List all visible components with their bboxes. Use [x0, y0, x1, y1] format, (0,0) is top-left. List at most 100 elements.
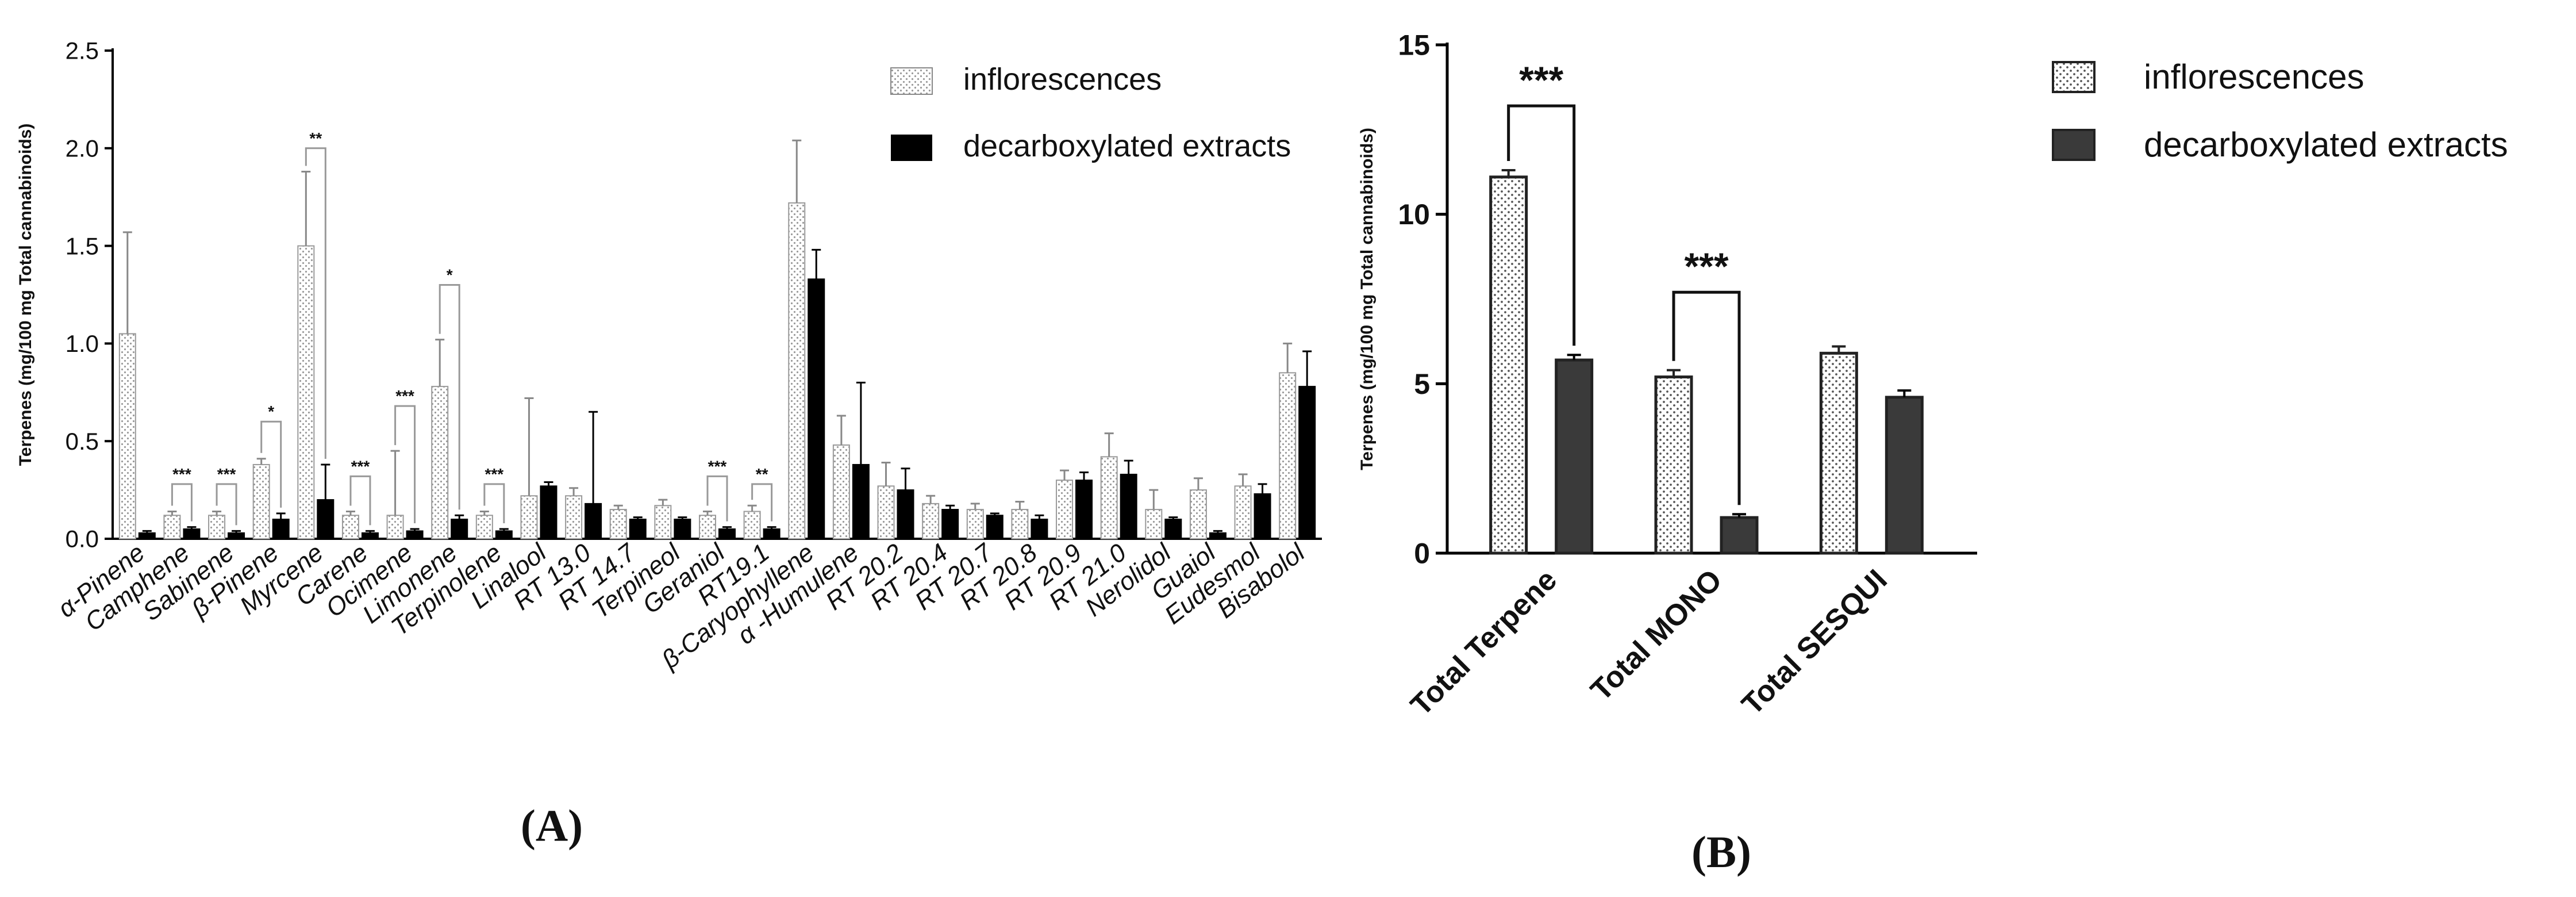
significance-stars: **: [756, 465, 768, 483]
bar-inflorescences-sabinene: [208, 515, 226, 539]
significance-bracket: [751, 483, 773, 522]
legend-a-swatch-decarboxylated: [891, 135, 932, 161]
bar-inflorescences-myrcene: [297, 245, 315, 539]
legend-a-label-decarboxylated: decarboxylated extracts: [963, 129, 1291, 163]
bar-decarboxylated-extracts-rt-20-2: [897, 489, 914, 539]
bar-decarboxylated-extracts-caryophyllene: [808, 278, 825, 539]
bar-inflorescences-carene: [341, 515, 359, 539]
significance-bracket: [171, 483, 193, 522]
bar-inflorescences-rt-14-7: [609, 509, 627, 539]
bar-inflorescences-linalool: [520, 495, 538, 540]
bar-decarboxylated-extracts-total-terpene: [1555, 358, 1594, 555]
legend-b-label-inflorescences: inflorescences: [2144, 57, 2364, 96]
significance-bracket: [305, 147, 326, 459]
bar-inflorescences-rt-21-0: [1100, 456, 1118, 539]
bar-inflorescences-rt-20-4: [922, 503, 940, 540]
significance-stars: ***: [1684, 245, 1728, 288]
significance-stars: ***: [395, 387, 414, 405]
y-tick-label: 0.5: [66, 428, 99, 455]
y-axis-label: Terpenes (mg/100 mg Total cannabinoids): [1358, 128, 1377, 470]
bar-decarboxylated-extracts-camphene: [183, 528, 201, 540]
bar-inflorescences-terpineol: [654, 505, 672, 540]
bar-inflorescences-nerolidol: [1145, 509, 1163, 539]
significance-stars: ***: [1519, 59, 1563, 101]
bar-decarboxylated-extracts-rt-21-0: [1120, 473, 1137, 540]
legend-b-swatch-inflorescences: [2052, 61, 2096, 93]
significance-stars: ***: [172, 465, 191, 483]
bar-decarboxylated-extracts-limonene: [451, 519, 468, 539]
bar-inflorescences-rt-20-8: [1011, 509, 1029, 539]
x-tick-label-total-mono: Total MONO: [1585, 563, 1729, 707]
bar-decarboxylated-extracts-bisabolol: [1298, 386, 1316, 539]
bar-inflorescences-eudesmol: [1234, 485, 1252, 539]
significance-bracket: [1507, 104, 1576, 346]
bar-decarboxylated-extracts-total-mono: [1720, 516, 1759, 555]
bar-decarboxylated-extracts-rt-14-7: [629, 519, 647, 539]
significance-bracket: [439, 284, 460, 510]
bar-inflorescences-bisabolol: [1279, 372, 1297, 540]
bar-inflorescences-rt-20-9: [1056, 480, 1074, 539]
bar-inflorescences-terpinolene: [475, 515, 493, 539]
bar-decarboxylated-extracts-guaiol: [1209, 532, 1227, 540]
panel-a-legend: inflorescences decarboxylated extracts: [890, 62, 1291, 163]
panel-a-label: (A): [521, 800, 583, 850]
significance-stars: *: [268, 402, 274, 420]
bar-decarboxylated-extracts-linalool: [540, 485, 558, 539]
bar-inflorescences-caryophyllene: [788, 202, 806, 539]
bar-decarboxylated-extracts-rt-20-7: [986, 515, 1004, 539]
bar-decarboxylated-extracts-terpineol: [674, 519, 691, 539]
x-tick-label-total-terpene: Total Terpene: [1405, 563, 1564, 722]
significance-stars: ***: [351, 457, 370, 475]
significance-bracket: [216, 483, 237, 526]
bar-inflorescences-limonene: [431, 386, 449, 539]
significance-bracket: [706, 475, 728, 522]
bar-inflorescences-rt-20-7: [966, 509, 984, 539]
bar-inflorescences-total-sesqui: [1819, 351, 1858, 555]
bar-inflorescences-geraniol: [699, 515, 716, 539]
significance-bracket: [349, 475, 371, 526]
bar-inflorescences-pinene: [118, 333, 136, 539]
significance-bracket: [260, 420, 282, 508]
y-tick-label: 2.5: [66, 37, 99, 64]
bar-inflorescences-humulene: [832, 444, 850, 539]
bar-inflorescences-rt-20-2: [877, 485, 895, 539]
panel-b-legend: inflorescences decarboxylated extracts: [2052, 57, 2508, 164]
bar-decarboxylated-extracts-terpinolene: [495, 530, 513, 540]
y-tick-label: 10: [1398, 198, 1430, 231]
significance-stars: *: [447, 266, 453, 284]
y-tick-label: 1.0: [66, 330, 99, 357]
significance-stars: ***: [217, 465, 236, 483]
y-tick-label: 15: [1398, 29, 1430, 62]
bar-decarboxylated-extracts-sabinene: [228, 532, 245, 540]
bar-decarboxylated-extracts-ocimene: [406, 530, 424, 540]
bar-inflorescences-total-terpene: [1489, 175, 1528, 555]
legend-b-swatch-decarboxylated: [2052, 129, 2096, 161]
bar-decarboxylated-extracts-rt-20-8: [1031, 519, 1048, 539]
y-tick-label: 0.0: [66, 526, 99, 553]
bar-decarboxylated-extracts-humulene: [852, 463, 870, 540]
bar-decarboxylated-extracts-rt-20-9: [1075, 480, 1093, 539]
y-tick-label: 2.0: [66, 135, 99, 162]
legend-b-label-decarboxylated: decarboxylated extracts: [2144, 125, 2508, 164]
bar-decarboxylated-extracts-eudesmol: [1254, 493, 1271, 540]
significance-stars: ***: [485, 465, 504, 483]
y-tick-label: 5: [1414, 368, 1430, 400]
panel-b-label: (B): [1691, 827, 1751, 877]
significance-bracket: [394, 405, 416, 524]
bar-inflorescences-rt-13-0: [565, 495, 583, 540]
panel-b-chart: 0 5 10 15 Terpenes (mg/100 mg Total cannabin…: [1358, 29, 1977, 722]
bar-decarboxylated-extracts-rt19-1: [763, 528, 781, 540]
bar-decarboxylated-extracts-carene: [361, 532, 379, 540]
y-tick-label: 1.5: [66, 232, 99, 259]
significance-stars: **: [309, 129, 322, 147]
bar-decarboxylated-extracts-pinene: [272, 519, 290, 539]
bar-decarboxylated-extracts-pinene: [138, 532, 156, 540]
bar-decarboxylated-extracts-rt-13-0: [585, 503, 602, 540]
bar-inflorescences-total-mono: [1654, 375, 1693, 555]
bar-decarboxylated-extracts-nerolidol: [1164, 519, 1182, 539]
bar-inflorescences-camphene: [163, 515, 181, 539]
bar-decarboxylated-extracts-myrcene: [317, 499, 335, 540]
significance-stars: ***: [708, 457, 727, 475]
legend-a-swatch-inflorescences: [890, 67, 933, 95]
